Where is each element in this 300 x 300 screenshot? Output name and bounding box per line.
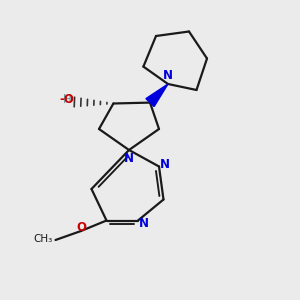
Text: N: N (139, 217, 149, 230)
Text: N: N (160, 158, 170, 171)
Text: CH₃: CH₃ (33, 234, 52, 244)
Text: -O: -O (59, 93, 74, 106)
Text: N: N (163, 69, 173, 82)
Polygon shape (146, 84, 168, 106)
Text: N: N (123, 152, 134, 166)
Text: O: O (76, 221, 87, 234)
Text: H: H (63, 93, 71, 106)
